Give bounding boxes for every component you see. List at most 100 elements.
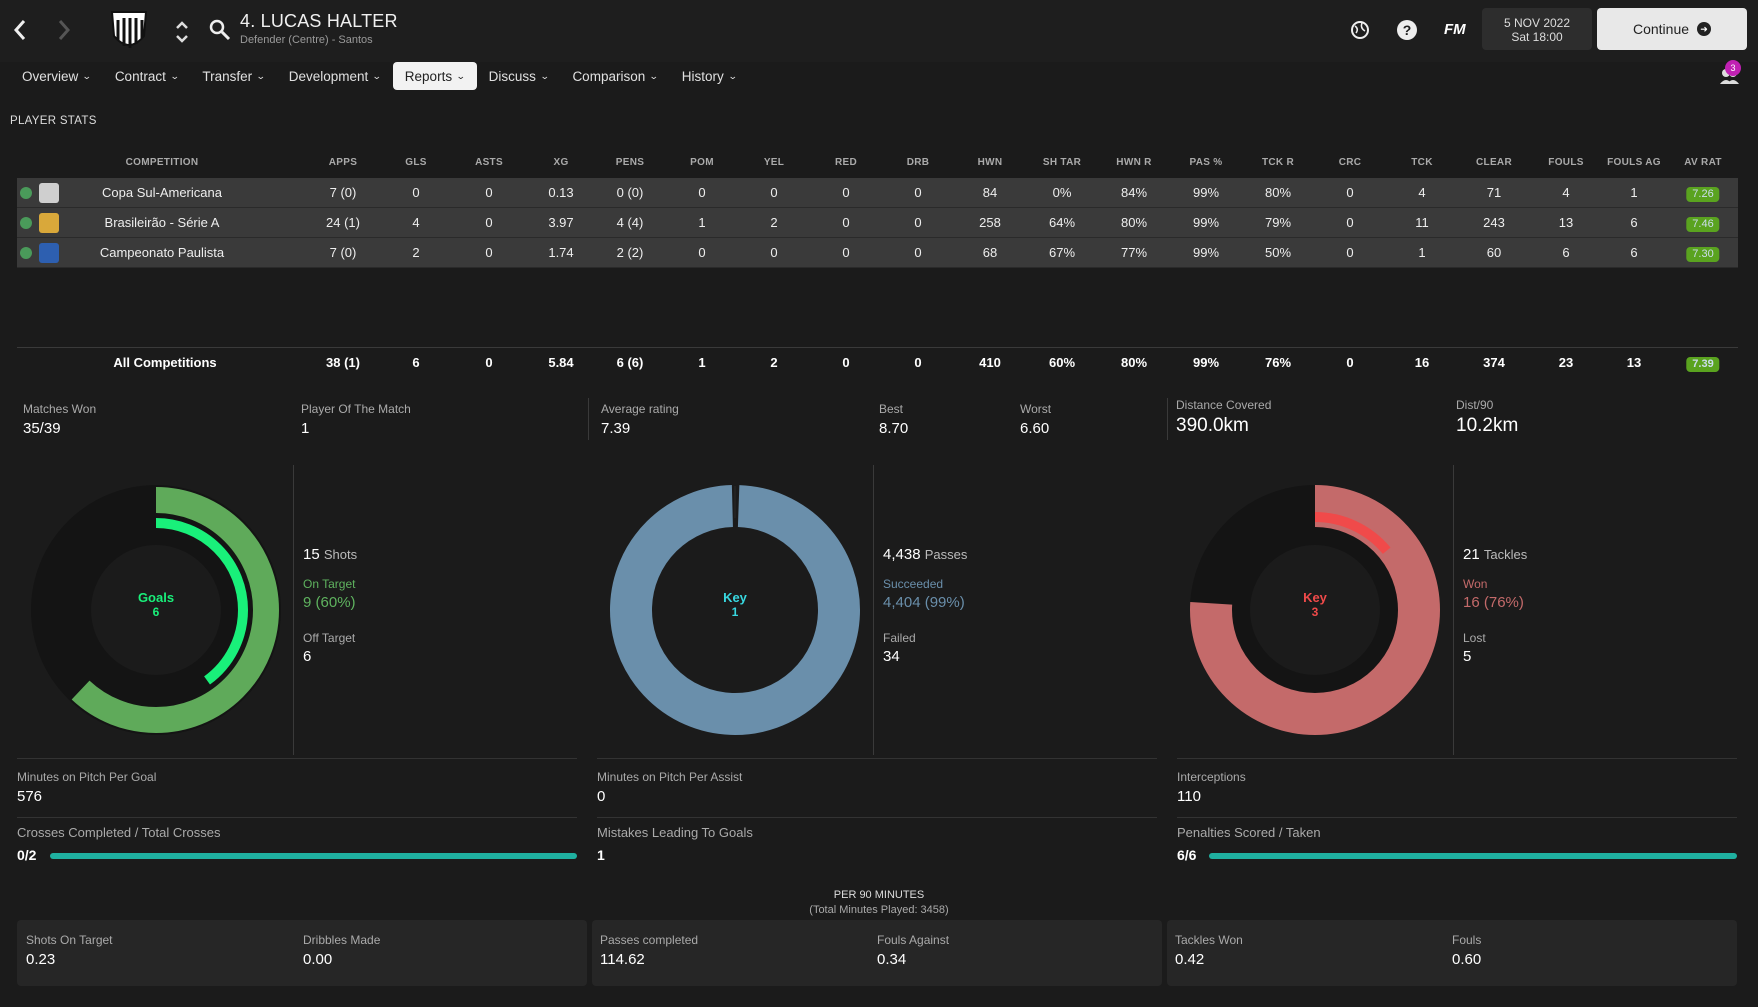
chevron-down-icon: ⌄ — [727, 70, 738, 81]
column-header[interactable]: ASTS — [475, 157, 503, 168]
column-header[interactable]: COMPETITION — [125, 157, 199, 168]
table-row[interactable]: Copa Sul-Americana 7 (0) 0 0 0.13 0 (0) 0 0 0 0 84… — [17, 178, 1738, 208]
off-target-label: Off Target — [303, 631, 356, 645]
tab-overview[interactable]: Overview ⌄ — [10, 62, 103, 90]
shots-total: 15 Shots — [303, 546, 357, 563]
table-cell: 50% — [1264, 245, 1292, 260]
table-cell: 1 — [698, 215, 706, 230]
continue-button[interactable]: Continue ➜ — [1597, 8, 1747, 50]
best-label: Best — [879, 402, 904, 416]
table-cell: 0.13 — [548, 185, 574, 200]
total-cell: 374 — [1483, 355, 1505, 370]
table-cell: 0 — [914, 185, 922, 200]
penalties-label: Penalties Scored / Taken — [1177, 825, 1321, 840]
player-position: Defender (Centre) - Santos — [240, 34, 373, 46]
svg-text:?: ? — [1403, 22, 1412, 38]
tackles-donut — [1190, 485, 1440, 735]
mistakes-label: Mistakes Leading To Goals — [597, 825, 753, 840]
on-target-value: 9 (60%) — [303, 594, 356, 611]
best-value: 8.70 — [879, 420, 909, 437]
column-header[interactable]: AV RAT — [1684, 157, 1722, 168]
table-cell: 64% — [1048, 215, 1076, 230]
worst-value: 6.60 — [1020, 420, 1050, 437]
table-cell: 0 — [698, 245, 706, 260]
table-row[interactable]: Brasileirão - Série A 24 (1) 4 0 3.97 4 (4) 1 2… — [17, 208, 1738, 238]
passes-total-value: 4,438 — [883, 546, 921, 563]
column-header[interactable]: XG — [553, 157, 569, 168]
passes-total-label: Passes — [924, 547, 968, 562]
passes-donut — [610, 484, 860, 735]
table-cell: 4 (4) — [616, 215, 644, 230]
search-icon[interactable] — [208, 18, 232, 42]
column-header[interactable]: POM — [690, 157, 714, 168]
column-header[interactable]: CLEAR — [1476, 157, 1512, 168]
avg-rating-label: Average rating — [601, 402, 679, 416]
per90-subtitle: (Total Minutes Played: 3458) — [0, 904, 1758, 916]
column-header[interactable]: HWN R — [1116, 157, 1152, 168]
help-icon[interactable]: ? — [1395, 18, 1419, 42]
tab-transfer[interactable]: Transfer ⌄ — [190, 62, 276, 90]
won-label: Won — [1463, 577, 1488, 591]
column-header[interactable]: YEL — [763, 157, 785, 168]
continue-label: Continue — [1632, 21, 1690, 37]
tab-history[interactable]: History ⌄ — [670, 62, 749, 90]
rating-badge: 7.26 — [1686, 187, 1720, 202]
date-display[interactable]: 5 NOV 2022 Sat 18:00 — [1482, 8, 1592, 50]
rating-badge: 7.39 — [1686, 357, 1720, 372]
tab-reports[interactable]: Reports ⌄ — [392, 62, 477, 90]
column-header[interactable]: DRB — [906, 157, 930, 168]
dist90-value: 10.2km — [1456, 415, 1519, 436]
column-header[interactable]: TCK — [1411, 157, 1433, 168]
player-switch-icon[interactable] — [174, 18, 190, 46]
column-header[interactable]: FOULS — [1548, 157, 1584, 168]
column-header[interactable]: PENS — [615, 157, 645, 168]
key-tackles-arc — [1217, 512, 1413, 708]
table-row[interactable]: Campeonato Paulista 7 (0) 2 0 1.74 2 (2) 0 0 0 0 6… — [17, 238, 1738, 268]
table-cell: 4 — [1562, 185, 1570, 200]
total-cell: 13 — [1626, 355, 1642, 370]
per90-box-passing — [592, 920, 1162, 986]
table-cell: 0 — [485, 215, 493, 230]
key-tackles-caption: Key 3 — [1275, 590, 1355, 619]
forward-arrow-icon[interactable] — [50, 14, 78, 46]
per90-box-shooting — [17, 920, 587, 986]
table-cell: 60 — [1486, 245, 1502, 260]
tackles-total-value: 21 — [1463, 546, 1480, 563]
check-icon — [20, 187, 32, 199]
column-header[interactable]: GLS — [405, 157, 427, 168]
chevron-down-icon: ⌄ — [256, 70, 266, 81]
tab-comparison[interactable]: Comparison ⌄ — [560, 62, 669, 90]
column-header[interactable]: RED — [834, 157, 858, 168]
world-icon[interactable] — [1348, 18, 1372, 42]
column-header[interactable]: APPS — [328, 157, 358, 168]
table-cell: 80% — [1264, 185, 1292, 200]
table-cell: 7.26 — [1686, 178, 1720, 208]
tab-contract[interactable]: Contract ⌄ — [103, 62, 191, 90]
matches-won-label: Matches Won — [23, 402, 97, 416]
tackles-total: 21 Tackles — [1463, 546, 1527, 563]
table-cell: 99% — [1192, 185, 1220, 200]
column-header[interactable]: SH TAR — [1042, 157, 1082, 168]
column-header[interactable]: FOULS AG — [1607, 157, 1661, 168]
table-cell: 99% — [1192, 245, 1220, 260]
tab-discuss[interactable]: Discuss ⌄ — [477, 62, 561, 90]
lost-value: 5 — [1463, 648, 1472, 665]
tab-label: Development — [288, 68, 369, 84]
competition-logo-icon — [39, 183, 59, 203]
continue-arrow-icon: ➜ — [1697, 22, 1712, 36]
divider — [1453, 465, 1454, 755]
goals-label: Goals — [137, 590, 175, 605]
fm-menu-button[interactable]: FM — [1444, 21, 1466, 38]
back-arrow-icon[interactable] — [6, 14, 34, 46]
club-crest-icon[interactable] — [104, 6, 154, 56]
per90-item-value: 114.62 — [600, 951, 645, 968]
tab-development[interactable]: Development ⌄ — [277, 62, 393, 90]
column-header[interactable]: CRC — [1338, 157, 1362, 168]
table-cell: 0 — [770, 245, 778, 260]
column-header[interactable]: PAS % — [1189, 157, 1223, 168]
per90-title: PER 90 MINUTES — [833, 889, 925, 901]
key-tackles-value: 3 — [1311, 605, 1319, 619]
column-header[interactable]: HWN — [977, 157, 1003, 168]
tab-label: History — [681, 68, 724, 84]
column-header[interactable]: TCK R — [1261, 157, 1295, 168]
